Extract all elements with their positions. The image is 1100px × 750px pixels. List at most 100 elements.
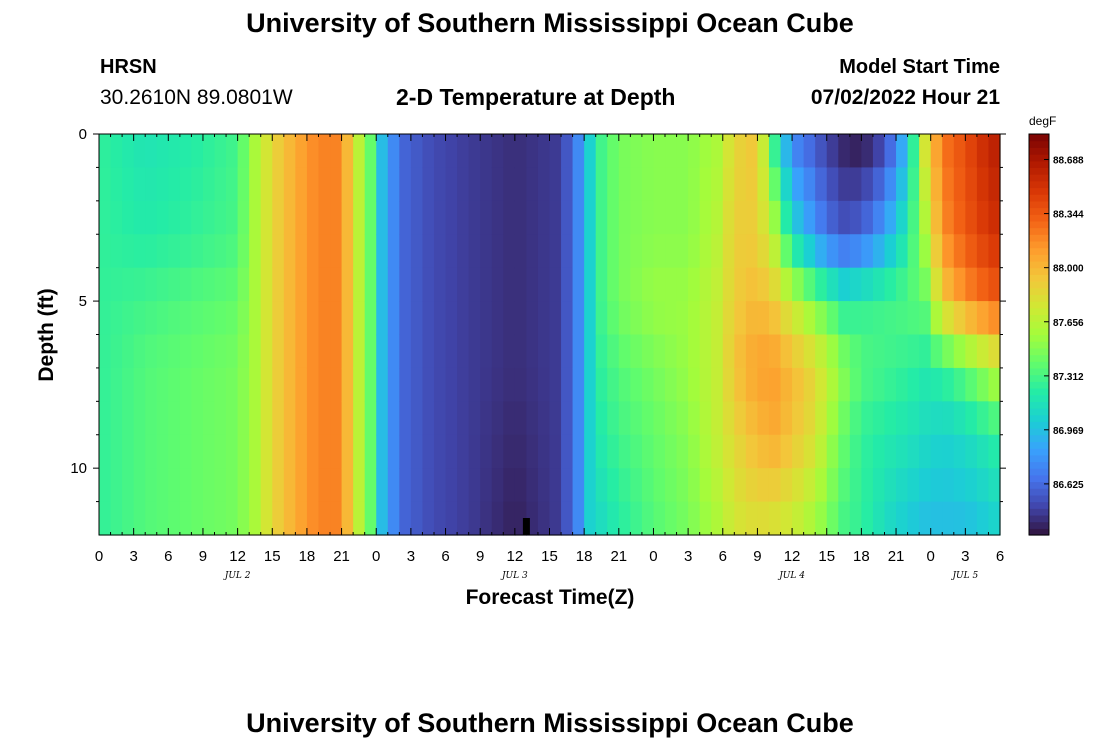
heatmap-cell: [584, 434, 597, 469]
heatmap-cell: [792, 301, 805, 336]
heatmap-cell: [618, 267, 631, 302]
heatmap-cell: [468, 434, 481, 469]
x-tick-label: 0: [927, 548, 935, 565]
heatmap-cell: [122, 267, 135, 302]
heatmap-cell: [433, 301, 447, 336]
heatmap-cell: [214, 167, 227, 202]
heatmap-cell: [168, 367, 181, 402]
heatmap-cell: [607, 501, 620, 536]
heatmap-cell: [803, 434, 816, 469]
heatmap-cell: [422, 200, 435, 235]
heatmap-cell: [260, 301, 273, 336]
heatmap-cell: [179, 267, 193, 302]
heatmap-cell: [618, 200, 631, 235]
heatmap-cell: [156, 401, 169, 436]
heatmap-cell: [838, 134, 851, 169]
heatmap-cell: [457, 468, 470, 503]
heatmap-cell: [306, 234, 320, 269]
heatmap-cell: [399, 334, 412, 369]
heatmap-cell: [330, 401, 343, 436]
heatmap-cell: [630, 167, 643, 202]
heatmap-cell: [722, 468, 735, 503]
heatmap-cell: [364, 200, 377, 235]
colorbar-segment: [1029, 274, 1049, 282]
heatmap-cell: [780, 501, 793, 536]
heatmap-cell: [838, 234, 851, 269]
heatmap-cell: [549, 301, 562, 336]
heatmap-cell: [896, 134, 909, 169]
heatmap-cell: [953, 468, 966, 503]
heatmap-cell: [780, 267, 793, 302]
heatmap-cell: [422, 434, 435, 469]
heatmap-cell: [792, 334, 805, 369]
heatmap-cell: [491, 301, 504, 336]
heatmap-cell: [491, 200, 504, 235]
x-tick-label: 18: [299, 548, 316, 565]
heatmap-cell: [226, 367, 239, 402]
heatmap-cell: [364, 301, 377, 336]
heatmap-cell: [537, 134, 551, 169]
heatmap-cell: [526, 234, 539, 269]
colorbar-segment: [1029, 260, 1049, 269]
heatmap-cell: [849, 468, 862, 503]
station-coordinates: 30.2610N 89.0801W: [100, 86, 293, 109]
heatmap-cell: [676, 267, 689, 302]
heatmap-cell: [976, 468, 990, 503]
heatmap-cell: [156, 267, 169, 302]
heatmap-cell: [976, 367, 990, 402]
heatmap-cell: [191, 468, 204, 503]
heatmap-cell: [468, 334, 481, 369]
heatmap-cell: [422, 234, 435, 269]
heatmap-cell: [295, 167, 308, 202]
colorbar-segment: [1029, 501, 1049, 509]
heatmap-cell: [249, 267, 262, 302]
heatmap-cell: [976, 401, 990, 436]
heatmap-cell: [399, 468, 412, 503]
heatmap-cell: [491, 501, 504, 536]
heatmap-cell: [757, 468, 770, 503]
heatmap-cell: [641, 367, 655, 402]
heatmap-cell: [191, 234, 204, 269]
heatmap-cell: [549, 434, 562, 469]
heatmap-cell: [838, 267, 851, 302]
heatmap-cell: [214, 468, 227, 503]
x-tick-label: 6: [441, 548, 449, 565]
heatmap-cell: [849, 134, 862, 169]
heatmap-cell: [930, 234, 943, 269]
heatmap-cell: [283, 267, 296, 302]
heatmap-cell: [907, 267, 920, 302]
heatmap-cell: [942, 334, 955, 369]
heatmap-cell: [445, 234, 458, 269]
heatmap-cell: [249, 134, 262, 169]
heatmap-cell: [942, 367, 955, 402]
heatmap-cell: [849, 167, 862, 202]
heatmap-cell: [618, 367, 631, 402]
heatmap-cell: [468, 301, 481, 336]
heatmap-cell: [988, 134, 1001, 169]
heatmap-cell: [595, 434, 608, 469]
heatmap-cell: [364, 434, 377, 469]
heatmap-cell: [457, 134, 470, 169]
heatmap-cell: [953, 367, 966, 402]
colorbar-segment: [1029, 468, 1049, 476]
heatmap-cell: [803, 301, 816, 336]
colorbar-segment: [1029, 334, 1049, 342]
heatmap-cell: [930, 134, 943, 169]
heatmap-cell: [330, 367, 343, 402]
heatmap-cell: [803, 468, 816, 503]
heatmap-cell: [133, 434, 146, 469]
heatmap-cell: [133, 167, 146, 202]
heatmap-cell: [780, 434, 793, 469]
heatmap-cell: [919, 234, 932, 269]
heatmap-cell: [376, 200, 389, 235]
heatmap-cell: [676, 200, 689, 235]
heatmap-cell: [457, 200, 470, 235]
heatmap-cell: [907, 501, 920, 536]
heatmap-cell: [503, 434, 516, 469]
heatmap-cell: [768, 301, 782, 336]
heatmap-cell: [387, 434, 400, 469]
heatmap-cell: [387, 167, 400, 202]
heatmap-cell: [179, 301, 193, 336]
heatmap-cell: [607, 167, 620, 202]
heatmap-cell: [272, 501, 285, 536]
